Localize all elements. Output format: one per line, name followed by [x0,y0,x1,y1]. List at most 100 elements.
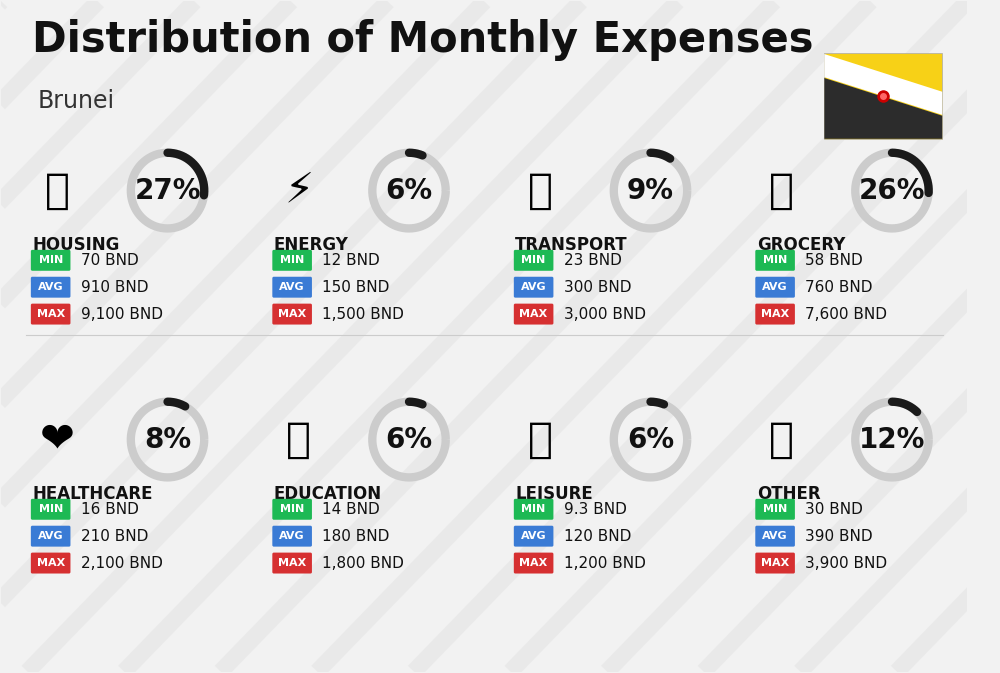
FancyBboxPatch shape [514,304,553,324]
Text: 16 BND: 16 BND [81,502,138,517]
Text: 🎓: 🎓 [286,419,311,460]
FancyBboxPatch shape [514,277,553,297]
FancyBboxPatch shape [272,277,312,297]
Text: 120 BND: 120 BND [564,529,631,544]
FancyBboxPatch shape [514,526,553,546]
Polygon shape [824,54,942,115]
FancyBboxPatch shape [755,277,795,297]
Text: MAX: MAX [37,309,65,319]
Text: GROCERY: GROCERY [757,236,845,254]
Text: 58 BND: 58 BND [805,253,863,268]
Text: 8%: 8% [144,425,191,454]
Text: 1,500 BND: 1,500 BND [322,307,404,322]
Text: 910 BND: 910 BND [81,280,148,295]
FancyBboxPatch shape [755,499,795,520]
Text: 210 BND: 210 BND [81,529,148,544]
Text: 12%: 12% [859,425,925,454]
Text: HEALTHCARE: HEALTHCARE [32,485,153,503]
Text: ⚡: ⚡ [284,170,314,211]
Text: 3,900 BND: 3,900 BND [805,555,887,571]
Text: ❤️: ❤️ [40,419,75,460]
FancyBboxPatch shape [755,304,795,324]
FancyBboxPatch shape [272,526,312,546]
Text: MIN: MIN [280,255,304,265]
FancyBboxPatch shape [755,250,795,271]
Text: MIN: MIN [521,255,546,265]
Text: EDUCATION: EDUCATION [274,485,382,503]
Text: OTHER: OTHER [757,485,820,503]
FancyBboxPatch shape [31,250,70,271]
Text: MAX: MAX [761,309,789,319]
Text: 23 BND: 23 BND [564,253,621,268]
Text: TRANSPORT: TRANSPORT [515,236,628,254]
Text: 3,000 BND: 3,000 BND [564,307,646,322]
FancyBboxPatch shape [31,526,70,546]
FancyBboxPatch shape [272,499,312,520]
Text: MIN: MIN [763,255,787,265]
Text: 9.3 BND: 9.3 BND [564,502,626,517]
Polygon shape [824,78,942,139]
Text: AVG: AVG [279,282,305,292]
Text: AVG: AVG [279,531,305,541]
Text: 27%: 27% [134,176,201,205]
FancyBboxPatch shape [272,304,312,324]
Text: 7,600 BND: 7,600 BND [805,307,887,322]
FancyBboxPatch shape [272,553,312,573]
Text: 🛒: 🛒 [769,170,794,211]
Text: 🏢: 🏢 [45,170,70,211]
Text: MAX: MAX [278,309,306,319]
Text: 300 BND: 300 BND [564,280,631,295]
FancyBboxPatch shape [514,250,553,271]
Text: AVG: AVG [38,282,63,292]
Text: 760 BND: 760 BND [805,280,873,295]
Text: 🛍️: 🛍️ [528,419,553,460]
FancyBboxPatch shape [272,250,312,271]
Text: Distribution of Monthly Expenses: Distribution of Monthly Expenses [32,20,814,61]
Text: MIN: MIN [39,255,63,265]
Text: MAX: MAX [761,558,789,568]
Text: 150 BND: 150 BND [322,280,389,295]
Text: 26%: 26% [859,176,925,205]
Text: ENERGY: ENERGY [274,236,349,254]
FancyBboxPatch shape [755,553,795,573]
Text: 9%: 9% [627,176,674,205]
FancyBboxPatch shape [824,53,942,139]
Text: MAX: MAX [519,309,548,319]
Text: 30 BND: 30 BND [805,502,863,517]
Text: 2,100 BND: 2,100 BND [81,555,162,571]
Text: 6%: 6% [385,176,433,205]
FancyBboxPatch shape [514,553,553,573]
Text: 1,200 BND: 1,200 BND [564,555,645,571]
Text: MIN: MIN [763,504,787,514]
Text: MIN: MIN [280,504,304,514]
Text: AVG: AVG [38,531,63,541]
Text: AVG: AVG [521,282,546,292]
Text: Brunei: Brunei [38,89,115,113]
FancyBboxPatch shape [514,499,553,520]
Text: LEISURE: LEISURE [515,485,593,503]
Text: MIN: MIN [39,504,63,514]
Text: HOUSING: HOUSING [32,236,120,254]
Text: 1,800 BND: 1,800 BND [322,555,404,571]
FancyBboxPatch shape [31,553,70,573]
FancyBboxPatch shape [31,304,70,324]
Text: MIN: MIN [521,504,546,514]
Text: 390 BND: 390 BND [805,529,873,544]
Text: 12 BND: 12 BND [322,253,380,268]
Text: 180 BND: 180 BND [322,529,389,544]
FancyBboxPatch shape [31,277,70,297]
Text: 6%: 6% [627,425,674,454]
Text: 9,100 BND: 9,100 BND [81,307,163,322]
Text: AVG: AVG [762,531,788,541]
Text: MAX: MAX [519,558,548,568]
FancyBboxPatch shape [755,526,795,546]
Text: 🚌: 🚌 [528,170,553,211]
Text: 70 BND: 70 BND [81,253,138,268]
Text: 6%: 6% [385,425,433,454]
Text: 14 BND: 14 BND [322,502,380,517]
FancyBboxPatch shape [31,499,70,520]
Text: 💰: 💰 [769,419,794,460]
Text: AVG: AVG [521,531,546,541]
Text: MAX: MAX [278,558,306,568]
Text: MAX: MAX [37,558,65,568]
